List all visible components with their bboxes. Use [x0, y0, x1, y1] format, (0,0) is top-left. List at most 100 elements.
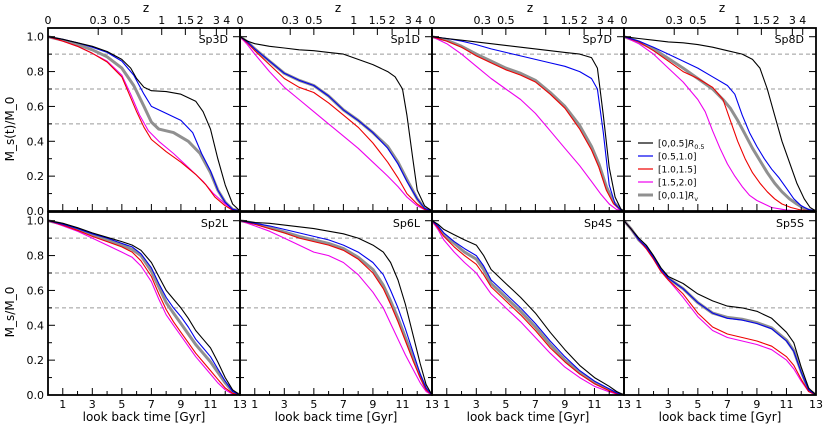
top-axis-label-col-3: z [527, 1, 533, 15]
top-z-tick-label: 0.5 [497, 14, 515, 27]
series-line-0-0-5-r-0-5 [624, 220, 816, 395]
legend-label-4: [0,0.1]Rv [658, 192, 698, 204]
top-axis-label-col-2: z [335, 1, 341, 15]
top-z-tick-label: 4 [607, 14, 614, 27]
series-line-0-5-1-0 [624, 36, 816, 211]
y-tick-label: 0.8 [27, 66, 45, 79]
panel-frame [431, 27, 625, 212]
series-group [240, 219, 432, 395]
series-group [240, 35, 432, 211]
x-tick-label: 13 [617, 398, 631, 411]
series-line-0-5-1-0 [48, 220, 240, 395]
top-z-tick-label: 0.3 [89, 14, 107, 27]
series-group [48, 35, 240, 211]
top-axis-labels: z z z z [143, 1, 725, 15]
top-z-tick-label: 1.5 [561, 14, 579, 27]
series-line-0-5-1-0 [48, 36, 240, 211]
series-group [432, 35, 624, 211]
series-line-0-0-1-r-v [624, 35, 816, 211]
top-z-tick-label: 2 [197, 14, 204, 27]
series-line-0-0-1-r-v [48, 219, 240, 395]
y-tick-label: 1.0 [27, 215, 45, 228]
y-tick-label: 0.4 [27, 135, 45, 148]
panel-label: Sp6L [393, 217, 421, 230]
top-z-tick-label: 0.5 [113, 14, 131, 27]
x-tick-label: 5 [118, 398, 125, 411]
series-line-0-0-5-r-0-5 [432, 220, 624, 395]
x-tick-label: 7 [532, 398, 539, 411]
legend-label-0: [0,0.5]R0.5 [658, 140, 705, 152]
series-line-1-0-1-5 [48, 36, 240, 211]
series-line-0-0-1-r-v [240, 219, 432, 395]
x-tick-label: 7 [724, 398, 731, 411]
x-axis-title-col-2: look back time [Gyr] [275, 410, 398, 424]
series-group [48, 219, 240, 395]
series-line-0-0-5-r-0-5 [624, 36, 816, 211]
series-line-1-0-1-5 [240, 36, 432, 211]
y-tick-label: 0.0 [27, 205, 45, 218]
top-axis-label-col-4: z [719, 1, 725, 15]
y-tick-label: 0.4 [27, 319, 45, 332]
x-tick-label: 7 [340, 398, 347, 411]
series-line-1-0-1-5 [48, 220, 240, 395]
top-z-tick-label: 1.5 [369, 14, 387, 27]
top-z-tick-label: 1 [542, 14, 549, 27]
x-tick-label: 11 [395, 398, 409, 411]
panel-label: Sp5S [776, 217, 804, 230]
x-tick-label: 3 [473, 398, 480, 411]
panel-frame [47, 211, 241, 396]
series-line-0-5-1-0 [624, 220, 816, 395]
series-line-1-0-1-5 [624, 36, 816, 211]
top-z-tick-label: 2 [389, 14, 396, 27]
top-z-tick-label: 0.3 [473, 14, 491, 27]
y-tick-label: 0.6 [27, 284, 45, 297]
legend-item-4: [0,0.1]Rv [638, 192, 698, 204]
series-line-0-0-1-r-v [432, 219, 624, 395]
series-line-1-5-2-0 [240, 220, 432, 395]
top-z-tick-label: 1 [350, 14, 357, 27]
x-tick-label: 9 [561, 398, 568, 411]
y-axis-title-top: M_s(t)/M_0 [3, 97, 17, 162]
x-tick-label: 11 [203, 398, 217, 411]
top-z-tick-label: 3 [213, 14, 220, 27]
y-axis-title-bottom: M_s/M_0 [3, 287, 17, 338]
panel-Sp8D: Sp8D 0 0.3 0.5 1 1.5 2 3 4 [621, 14, 817, 212]
top-z-tick-label: 4 [799, 14, 806, 27]
top-z-tick-label: 0.5 [689, 14, 707, 27]
x-tick-label: 3 [281, 398, 288, 411]
x-tick-label: 1 [635, 398, 642, 411]
x-axis-title-col-3: look back time [Gyr] [467, 410, 590, 424]
panel-label: Sp1D [391, 33, 420, 46]
y-tick-label: 0.2 [27, 170, 45, 183]
x-tick-label: 13 [809, 398, 823, 411]
top-z-tick-label: 0.5 [305, 14, 323, 27]
legend-item-2: [1.0,1.5] [638, 166, 697, 176]
series-line-1-5-2-0 [48, 220, 240, 395]
top-z-tick-label: 0 [621, 14, 628, 27]
panel-label: Sp7D [583, 33, 612, 46]
top-z-tick-label: 4 [415, 14, 422, 27]
series-line-0-0-1-r-v [432, 35, 624, 211]
series-line-0-5-1-0 [240, 220, 432, 395]
series-line-1-0-1-5 [240, 220, 432, 395]
x-tick-label: 1 [251, 398, 258, 411]
top-z-tick-label: 2 [773, 14, 780, 27]
x-tick-label: 11 [587, 398, 601, 411]
legend-item-0: [0,0.5]R0.5 [638, 140, 705, 152]
x-tick-label: 5 [310, 398, 317, 411]
top-z-tick-label: 3 [789, 14, 796, 27]
legend: [0,0.5]R0.5 [0.5,1.0] [1.0,1.5] [1.5,2.0… [638, 140, 705, 204]
top-z-tick-label: 1 [158, 14, 165, 27]
panel-frame [431, 211, 625, 396]
x-tick-label: 9 [369, 398, 376, 411]
series-line-0-0-5-r-0-5 [240, 220, 432, 395]
x-tick-label: 5 [502, 398, 509, 411]
top-z-tick-label: 2 [581, 14, 588, 27]
top-z-tick-label: 1.5 [177, 14, 195, 27]
panel-label: Sp4S [584, 217, 612, 230]
